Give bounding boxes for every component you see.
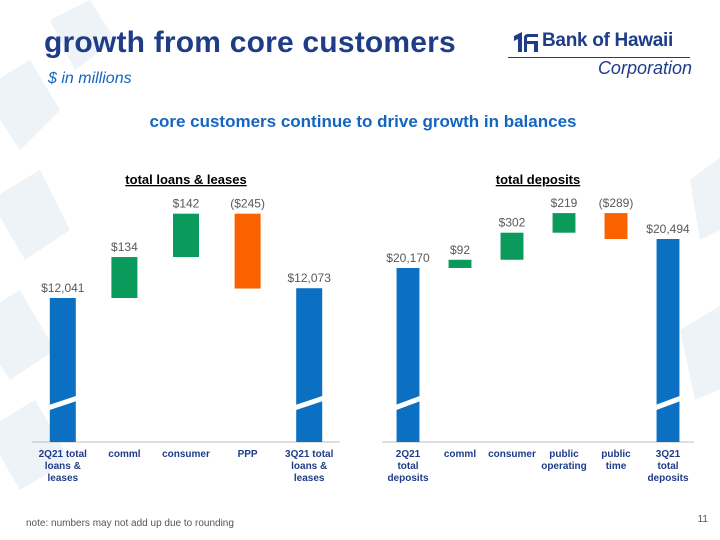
category-label-0-4-1: loans & [291,461,327,472]
category-label-0-4-0: 3Q21 total [285,449,334,460]
category-label-1-5-0: 3Q21 [656,449,681,460]
category-label-1-0-1: total [397,461,418,472]
category-label-1-0-0: 2Q21 [396,449,421,460]
logo-name: Bank of Hawaii [542,30,673,51]
bar-1-2 [500,232,524,260]
page-number: 11 [697,514,708,525]
bank-logo-mark-icon [514,32,538,52]
data-label-0-0: $12,041 [41,281,85,295]
category-label-1-3-1: operating [541,461,587,472]
category-label-1-5-1: total [657,461,678,472]
data-label-0-4: $12,073 [288,271,332,285]
category-label-0-0-0: 2Q21 total [39,449,88,460]
bar-0-3 [234,213,261,289]
category-label-0-0-2: leases [48,473,79,484]
chart-title-1: total deposits [496,172,581,187]
bar-0-1 [111,257,138,298]
slide-headline: core customers continue to drive growth … [149,112,577,131]
category-label-0-3-0: PPP [238,449,258,460]
chart-title-0: total loans & leases [125,172,246,187]
logo-subtext: Corporation [597,58,692,78]
data-label-0-3: ($245) [230,197,265,211]
bank-logo: Bank of Hawaii Corporation [508,26,698,84]
footnote: note: numbers may not add up due to roun… [26,518,234,529]
data-label-1-1: $92 [450,243,470,257]
category-label-0-4-2: leases [294,473,325,484]
bar-1-5 [656,238,680,442]
data-label-1-0: $20,170 [386,251,430,265]
axis-break-0-0 [47,395,79,411]
category-label-1-1-0: comml [444,449,476,460]
category-label-1-4-0: public [601,449,631,460]
page-title: growth from core customers [44,26,456,59]
data-label-0-2: $142 [173,197,200,211]
bar-0-2 [173,213,199,258]
data-label-1-4: ($289) [599,196,634,210]
axis-break-0-4 [293,395,325,411]
category-label-1-3-0: public [549,449,579,460]
logo-divider [508,57,690,58]
axis-break-1-5 [653,395,683,411]
data-label-1-2: $302 [499,216,526,230]
category-label-0-1-0: comml [108,449,140,460]
bar-1-1 [448,259,472,268]
bar-1-0 [396,268,420,442]
bar-1-3 [552,213,576,233]
category-label-1-4-1: time [606,461,627,472]
category-label-1-2-0: consumer [488,449,536,460]
bar-1-4 [604,213,628,239]
category-label-1-0-2: deposits [387,473,429,484]
category-label-0-0-1: loans & [45,461,81,472]
data-label-1-3: $219 [551,196,578,210]
page-subtitle: $ in millions [48,70,132,87]
bar-0-0 [49,298,76,442]
data-label-1-5: $20,494 [646,222,690,236]
axis-break-1-0 [393,395,423,411]
category-label-0-2-0: consumer [162,449,210,460]
bar-0-4 [296,288,323,442]
category-label-1-5-2: deposits [647,473,689,484]
data-label-0-1: $134 [111,240,138,254]
